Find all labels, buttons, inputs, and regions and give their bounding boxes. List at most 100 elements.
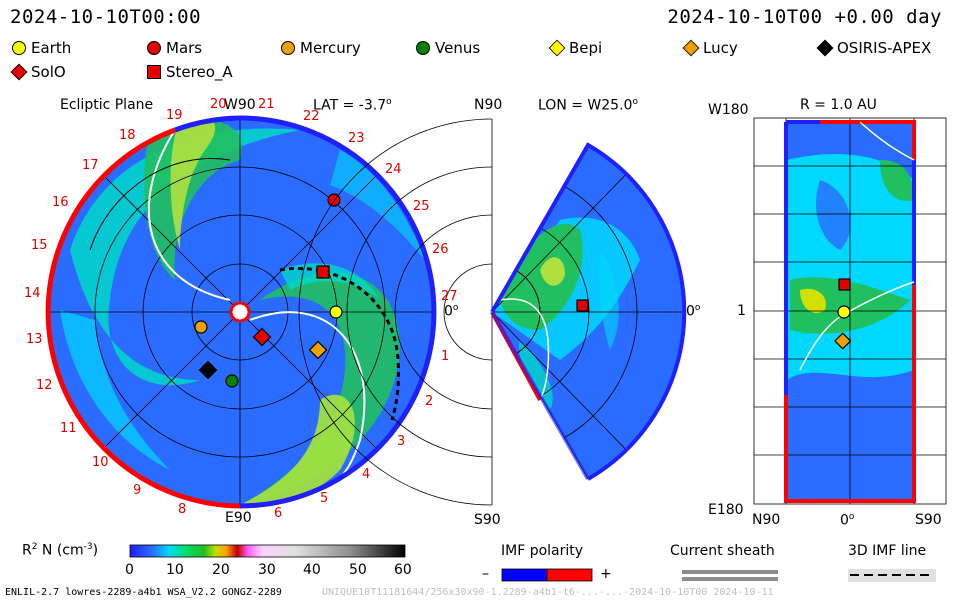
current-sheath-sample <box>682 570 778 581</box>
colorbar-tick: 60 <box>394 562 412 578</box>
mars-marker-icon <box>147 41 161 55</box>
carrington-label: 11 <box>60 421 77 436</box>
stereo-a-marker-icon <box>147 65 161 79</box>
carrington-label: 6 <box>274 506 283 521</box>
imf-line-title: 3D IMF line <box>848 543 927 559</box>
mercury-marker-icon <box>281 41 295 55</box>
carrington-label: 18 <box>119 128 136 143</box>
carrington-label: 21 <box>258 97 275 112</box>
carrington-label: 27 <box>441 289 458 304</box>
colorbar-tick: 40 <box>303 562 321 578</box>
imf-polarity-title: IMF polarity <box>501 543 584 559</box>
radial-mid-left: 1 <box>737 303 746 319</box>
legend-osiris-apex: OSIRIS-APEX <box>816 39 932 57</box>
legend-mercury-label: Mercury <box>300 39 361 57</box>
legend-bepi: Bepi <box>548 39 603 57</box>
ecliptic-top-label: W90 <box>224 97 256 113</box>
imf-line-sample <box>848 569 936 582</box>
legend-lucy-label: Lucy <box>703 39 738 57</box>
carrington-label: 23 <box>348 131 365 146</box>
legend-stereo-a-label: Stereo_A <box>166 63 233 81</box>
colorbar <box>129 544 406 558</box>
current-sheath-title: Current sheath <box>670 543 775 559</box>
carrington-label: 20 <box>210 97 227 112</box>
carrington-label: 8 <box>178 502 187 517</box>
ecliptic-title: Ecliptic Plane <box>60 97 154 113</box>
lucy-marker <box>308 340 328 360</box>
carrington-label: 2 <box>425 394 434 409</box>
colorbar-tick: 30 <box>258 562 276 578</box>
footer-model-info: ENLIL-2.7 lowres-2289-a4b1 WSA_V2.2 GONG… <box>5 587 282 598</box>
radial-axis-n90: N90 <box>752 512 781 528</box>
colorbar-tick: 20 <box>212 562 230 578</box>
colorbar-tick: 0 <box>125 562 134 578</box>
legend-venus-label: Venus <box>435 39 481 57</box>
legend-bepi-label: Bepi <box>569 39 603 57</box>
radial-earth-marker <box>837 305 851 319</box>
ecliptic-polarity-negative <box>239 115 437 509</box>
timestamp-offset: 2024-10-10T00 +0.00 day <box>667 6 942 28</box>
ecliptic-right-label: 0o <box>444 303 459 320</box>
radial-stereo-a-marker <box>838 278 851 291</box>
legend-stereo-a: Stereo_A <box>147 63 233 81</box>
meridional-bottom-label: S90 <box>474 512 501 528</box>
carrington-label: 12 <box>36 378 53 393</box>
imf-plus: + <box>600 566 612 582</box>
carrington-label: 16 <box>52 195 69 210</box>
carrington-label: 17 <box>82 158 99 173</box>
imf-negative-bar <box>501 568 548 582</box>
carrington-label: 1 <box>441 349 450 364</box>
legend-venus: Venus <box>416 39 480 57</box>
carrington-label: 15 <box>31 238 48 253</box>
meridional-lon: LON = W25.0o <box>538 97 638 114</box>
earth-marker-icon <box>12 41 26 55</box>
imf-minus: – <box>482 566 489 582</box>
radial-lucy-marker <box>834 332 852 350</box>
carrington-label: 24 <box>385 162 402 177</box>
meridional-right-label: 0o <box>686 303 701 320</box>
radial-r: R = 1.0 AU <box>800 97 877 113</box>
legend-mercury: Mercury <box>281 39 361 57</box>
meridional-stereo-a-marker <box>576 299 589 312</box>
venus-marker <box>225 374 239 388</box>
legend-mars: Mars <box>147 39 202 57</box>
carrington-label: 13 <box>26 332 43 347</box>
ecliptic-polarity-positive <box>45 127 241 509</box>
carrington-label: 9 <box>133 483 142 498</box>
legend-earth-label: Earth <box>31 39 72 57</box>
colorbar-label: R2 N (cm-3) <box>22 542 99 559</box>
earth-marker <box>329 305 343 319</box>
carrington-label: 4 <box>362 467 371 482</box>
radial-axis-0: 0o <box>840 512 855 529</box>
osiris-apex-marker <box>198 360 218 380</box>
colorbar-tick: 10 <box>166 562 184 578</box>
radial-top-left: W180 <box>708 102 749 118</box>
legend-osiris-apex-label: OSIRIS-APEX <box>837 39 932 57</box>
ecliptic-bottom-label: E90 <box>225 510 252 526</box>
legend-mars-label: Mars <box>166 39 203 57</box>
meridional-top-label: N90 <box>474 97 503 113</box>
imf-positive-bar <box>546 568 593 582</box>
radial-bottom-left: E180 <box>708 502 744 518</box>
radial-axis-s90: S90 <box>915 512 942 528</box>
radial-panel <box>753 117 947 505</box>
legend-earth: Earth <box>12 39 71 57</box>
timestamp: 2024-10-10T00:00 <box>10 6 202 28</box>
carrington-label: 14 <box>24 286 41 301</box>
carrington-label: 25 <box>413 199 430 214</box>
carrington-label: 26 <box>432 242 449 257</box>
carrington-label: 3 <box>397 434 406 449</box>
venus-marker-icon <box>416 41 430 55</box>
carrington-label: 5 <box>320 491 329 506</box>
legend-solo: SolO <box>10 63 66 81</box>
carrington-label: 10 <box>92 455 109 470</box>
sun-icon <box>229 301 251 323</box>
stereo-a-marker <box>316 265 330 279</box>
solo-marker <box>252 327 272 347</box>
colorbar-tick: 50 <box>349 562 367 578</box>
legend-lucy: Lucy <box>682 39 738 57</box>
carrington-label: 22 <box>303 109 320 124</box>
mercury-marker <box>194 320 208 334</box>
legend-solo-label: SolO <box>31 63 66 81</box>
